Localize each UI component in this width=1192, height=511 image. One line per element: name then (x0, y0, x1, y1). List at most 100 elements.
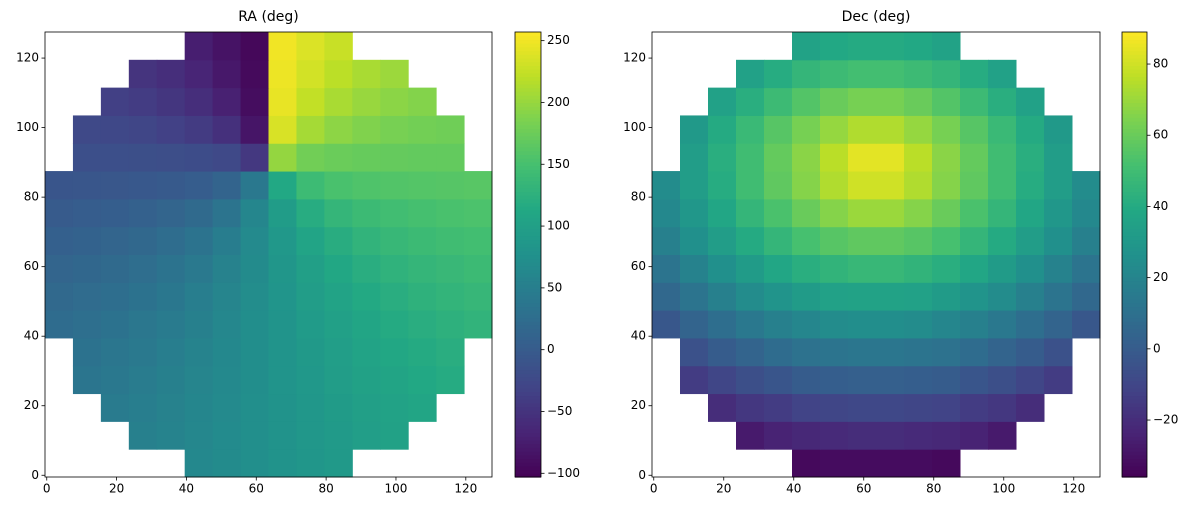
heatmap-cell (296, 226, 325, 255)
colorbar-gradient (1122, 358, 1147, 363)
colorbar-gradient (515, 347, 541, 352)
colorbar-gradient (1122, 158, 1147, 163)
heatmap-cell (1016, 310, 1045, 339)
colorbar-gradient (515, 332, 541, 337)
heatmap-cell (240, 171, 269, 200)
heatmap-cell (156, 254, 186, 283)
colorbar-gradient (515, 469, 541, 474)
colorbar-gradient (515, 269, 541, 274)
heatmap-cell (436, 115, 465, 144)
heatmap-cell (708, 115, 737, 144)
heatmap-cell (156, 310, 186, 339)
heatmap-cell (932, 171, 961, 200)
colorbar-gradient (1122, 39, 1147, 44)
colorbar-gradient (515, 117, 541, 122)
heatmap-cell (1016, 171, 1045, 200)
heatmap-cell (240, 310, 269, 339)
heatmap-cell (184, 226, 214, 255)
axes-frame (651, 31, 1101, 478)
colorbar-gradient (1122, 280, 1147, 285)
colorbar-gradient (515, 191, 541, 196)
colorbar-gradient (1122, 98, 1147, 104)
heatmap-cell (848, 87, 877, 116)
heatmap-cell (268, 421, 297, 450)
colorbar-gradient (515, 65, 541, 70)
colorbar-gradient (1122, 291, 1147, 296)
colorbar-gradient (1122, 46, 1147, 52)
heatmap-cell (792, 226, 821, 255)
colorbar-gradient (515, 473, 541, 478)
heatmap-cell (268, 171, 297, 200)
heatmap-cell (988, 282, 1017, 311)
colorbar-gradient (1122, 117, 1147, 122)
heatmap-cell (680, 115, 709, 144)
heatmap-cell (324, 365, 353, 395)
heatmap-cell (72, 282, 102, 311)
heatmap-cell (408, 226, 437, 255)
heatmap-cell (408, 198, 437, 228)
colorbar-gradient (1122, 395, 1147, 400)
heatmap-cell (380, 421, 409, 450)
heatmap-cell (736, 59, 765, 89)
heatmap-cell (100, 226, 130, 255)
heatmap-cell (876, 449, 905, 478)
heatmap-cell (932, 254, 961, 283)
colorbar-gradient (1122, 195, 1147, 200)
heatmap-cell (408, 115, 437, 144)
colorbar-gradient (515, 113, 541, 118)
y-tick-label: 60 (24, 259, 39, 273)
heatmap-cell (904, 87, 933, 116)
colorbar-gradient (1122, 254, 1147, 259)
colorbar-gradient (1122, 69, 1147, 74)
heatmap-cell (240, 282, 269, 311)
colorbar-gradient (1122, 132, 1147, 137)
heatmap-cell (128, 226, 158, 255)
colorbar-gradient (515, 150, 541, 155)
heatmap-cell (156, 337, 186, 367)
y-tick-label: 100 (623, 120, 646, 134)
y-tick-label: 40 (24, 329, 39, 343)
heatmap-cell (100, 198, 130, 228)
heatmap-cell (988, 365, 1017, 395)
heatmap-cell (352, 226, 381, 255)
heatmap-cell (240, 87, 269, 116)
colorbar-gradient (1122, 324, 1147, 330)
x-tick-label: 60 (856, 482, 871, 496)
colorbar-gradient (515, 439, 541, 445)
heatmap-cell (764, 87, 793, 116)
heatmap-cell (652, 226, 681, 255)
heatmap-cell (680, 282, 709, 311)
colorbar-gradient (1122, 406, 1147, 411)
colorbar-gradient (515, 354, 541, 359)
colorbar-gradient (515, 410, 541, 415)
colorbar-gradient (515, 50, 541, 55)
heatmap-cell (1044, 171, 1073, 200)
colorbar-gradient (515, 454, 541, 460)
heatmap-cell (848, 226, 877, 255)
heatmap-cell (184, 254, 214, 283)
colorbar-gradient (1122, 247, 1147, 252)
heatmap-cell (848, 115, 877, 144)
colorbar-gradient (1122, 113, 1147, 118)
heatmap-cell (380, 226, 409, 255)
heatmap-cell (240, 449, 269, 478)
heatmap-cell (268, 393, 297, 422)
heatmap-cell (652, 254, 681, 283)
colorbar-gradient (1122, 202, 1147, 207)
colorbar-gradient (1122, 72, 1147, 78)
heatmap-cell (100, 310, 130, 339)
colorbar-gradient (515, 287, 541, 293)
heatmap-cell (72, 310, 102, 339)
colorbar-gradient (515, 217, 541, 222)
heatmap-cell (324, 32, 353, 61)
colorbar-gradient (1122, 54, 1147, 59)
heatmap-cell (296, 449, 325, 478)
heatmap-cell (240, 393, 269, 422)
heatmap-cell (960, 87, 989, 116)
heatmap-cell (324, 59, 353, 89)
colorbar-gradient (515, 425, 541, 430)
heatmap-cell (156, 365, 186, 395)
heatmap-cell (1072, 226, 1101, 255)
heatmap-cell (736, 171, 765, 200)
heatmap-cell (848, 254, 877, 283)
